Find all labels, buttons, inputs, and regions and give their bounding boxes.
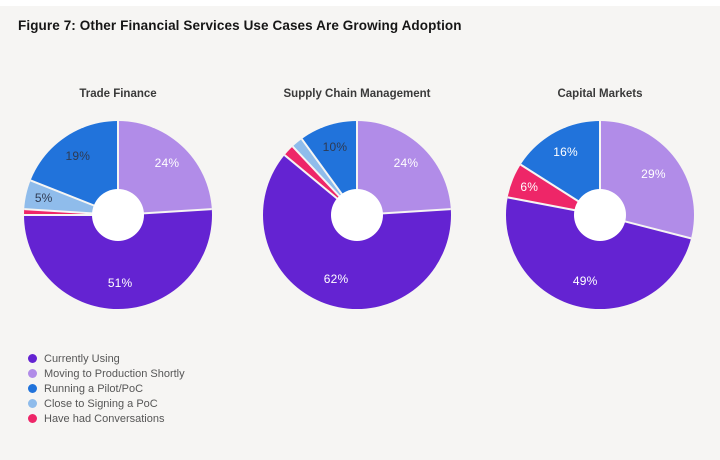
legend-dot-running-pilot bbox=[28, 384, 37, 393]
slice-percent-label: 16% bbox=[553, 145, 578, 160]
figure-title: Figure 7: Other Financial Services Use C… bbox=[18, 18, 462, 33]
chart-supply-chain-management: Supply Chain Management 24% 62% 10% bbox=[262, 88, 452, 309]
slice-percent-label: 24% bbox=[154, 155, 180, 170]
chart-trade-finance: Trade Finance 24% 51% 5% 19% bbox=[23, 88, 213, 309]
legend-dot-currently-using bbox=[28, 354, 37, 363]
slice-percent-label: 24% bbox=[393, 155, 419, 170]
legend-dot-have-had-conversations bbox=[28, 414, 37, 423]
chart-title: Trade Finance bbox=[79, 88, 157, 100]
slice-percent-label: 5% bbox=[34, 191, 53, 206]
legend-label: Moving to Production Shortly bbox=[44, 367, 185, 380]
slice-percent-label: 6% bbox=[520, 179, 539, 194]
legend-item-have-had-conversations: Have had Conversations bbox=[28, 411, 185, 426]
legend-item-close-to-signing: Close to Signing a PoC bbox=[28, 396, 185, 411]
slice-percent-label: 29% bbox=[641, 166, 666, 181]
legend: Currently Using Moving to Production Sho… bbox=[28, 351, 185, 426]
donut-hole bbox=[92, 189, 144, 241]
donut-hole bbox=[331, 189, 383, 241]
donut-supply-chain-management: 24% 62% 10% bbox=[263, 121, 451, 309]
legend-item-currently-using: Currently Using bbox=[28, 351, 185, 366]
legend-item-running-pilot: Running a Pilot/PoC bbox=[28, 381, 185, 396]
legend-label: Close to Signing a PoC bbox=[44, 397, 158, 410]
chart-title: Supply Chain Management bbox=[283, 88, 431, 100]
legend-item-moving-to-production: Moving to Production Shortly bbox=[28, 366, 185, 381]
slice-percent-label: 10% bbox=[322, 140, 348, 155]
slice-percent-label: 51% bbox=[107, 275, 133, 290]
slice-percent-label: 19% bbox=[65, 148, 91, 163]
slice-percent-label: 62% bbox=[323, 272, 349, 287]
legend-dot-close-to-signing bbox=[28, 399, 37, 408]
legend-label: Have had Conversations bbox=[44, 412, 165, 425]
legend-dot-moving-to-production bbox=[28, 369, 37, 378]
slice-percent-label: 49% bbox=[572, 274, 598, 289]
legend-label: Currently Using bbox=[44, 352, 120, 365]
donut-capital-markets: 29% 49% 6% 16% bbox=[506, 121, 694, 309]
chart-capital-markets: Capital Markets 29% 49% 6% 16% bbox=[505, 88, 695, 309]
legend-label: Running a Pilot/PoC bbox=[44, 382, 144, 395]
chart-title: Capital Markets bbox=[557, 88, 643, 100]
top-band bbox=[0, 0, 720, 6]
donut-hole bbox=[574, 189, 626, 241]
donut-trade-finance: 24% 51% 5% 19% bbox=[24, 121, 212, 309]
